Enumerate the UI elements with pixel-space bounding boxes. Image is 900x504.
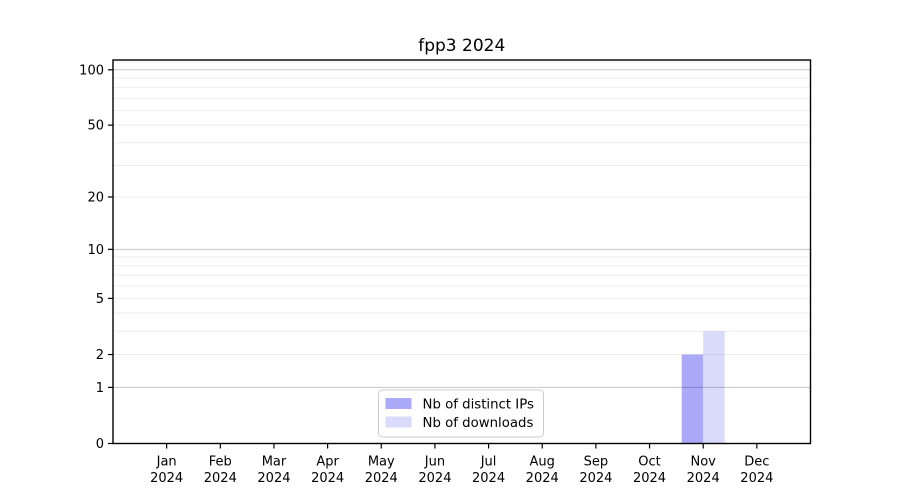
y-tick-label: 20 (87, 190, 104, 205)
x-tick-label-year: 2024 (579, 471, 612, 486)
chart-title: fpp3 2024 (418, 36, 505, 56)
x-tick-label-year: 2024 (311, 471, 344, 486)
x-tick-label-month: Dec (744, 455, 769, 470)
x-tick-label-month: Sep (584, 455, 609, 470)
x-tick-label-year: 2024 (365, 471, 398, 486)
x-tick-label-month: May (368, 455, 395, 470)
x-tick-label-year: 2024 (150, 471, 183, 486)
y-tick-label: 50 (87, 119, 104, 134)
x-tick-label-month: Nov (691, 455, 717, 470)
y-tick-label: 100 (79, 63, 104, 78)
y-tick-label: 10 (87, 243, 104, 258)
x-tick-label-year: 2024 (418, 471, 451, 486)
y-tick-label: 1 (96, 381, 104, 396)
y-tick-label: 0 (96, 437, 104, 452)
x-tick-label-year: 2024 (740, 471, 773, 486)
legend-swatch-distinct-ips (385, 398, 412, 409)
x-tick-label-month: Mar (262, 455, 287, 470)
x-tick-label-month: Aug (530, 455, 555, 470)
bar-nb-of-downloads-nov-2024 (703, 331, 725, 444)
x-tick-label-month: Feb (209, 455, 232, 470)
legend-box (378, 389, 544, 438)
x-tick-label-year: 2024 (204, 471, 237, 486)
x-tick-label-month: Apr (316, 455, 339, 470)
x-tick-label-year: 2024 (526, 471, 559, 486)
x-tick-label-month: Oct (638, 455, 660, 470)
legend-swatch-downloads (385, 416, 412, 428)
y-tick-label: 2 (96, 348, 104, 363)
legend-label: Nb of distinct IPs (423, 398, 535, 413)
plot-frame (112, 59, 812, 445)
x-tick-label-year: 2024 (633, 471, 666, 486)
y-tick-label: 5 (96, 292, 104, 307)
x-tick-label-month: Jun (424, 455, 445, 470)
legend-label: Nb of downloads (423, 416, 534, 431)
x-tick-label-year: 2024 (257, 471, 290, 486)
bar-nb-of-distinct-ips-nov-2024 (681, 354, 704, 444)
x-tick-label-year: 2024 (472, 471, 505, 486)
x-tick-label-year: 2024 (687, 471, 720, 486)
x-tick-label-month: Jan (156, 455, 177, 470)
x-tick-label-month: Jul (480, 455, 497, 470)
